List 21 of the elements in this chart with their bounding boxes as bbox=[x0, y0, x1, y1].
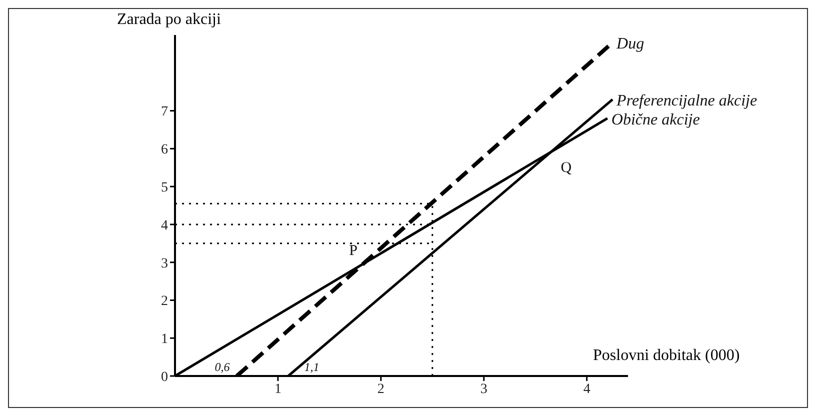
x-axis-title: Poslovni dobitak (000) bbox=[593, 347, 740, 365]
y-axis-title: Zarada po akciji bbox=[117, 11, 221, 29]
annotation: 0,6 bbox=[214, 360, 230, 374]
series-label: Dug bbox=[616, 36, 644, 53]
annotation: 1,1 bbox=[304, 360, 320, 374]
y-tick-label: 6 bbox=[161, 142, 168, 158]
y-tick-label: 2 bbox=[161, 294, 168, 310]
y-tick-label: 0 bbox=[161, 370, 168, 385]
x-tick-label: 1 bbox=[274, 382, 282, 397]
series-label: Obične akcije bbox=[611, 111, 700, 128]
x-tick-label: 2 bbox=[377, 382, 384, 397]
series-label: Preferencijalne akcije bbox=[616, 92, 758, 110]
x-tick-label: 4 bbox=[583, 382, 590, 397]
annotation: Q bbox=[560, 160, 572, 176]
y-tick-label: 3 bbox=[161, 256, 168, 272]
annotation: P bbox=[349, 242, 358, 259]
x-tick-label: 3 bbox=[480, 382, 488, 397]
y-tick-label: 5 bbox=[161, 180, 168, 196]
y-tick-label: 4 bbox=[161, 218, 168, 234]
y-tick-label: 7 bbox=[161, 104, 168, 120]
y-tick-label: 1 bbox=[161, 332, 168, 348]
